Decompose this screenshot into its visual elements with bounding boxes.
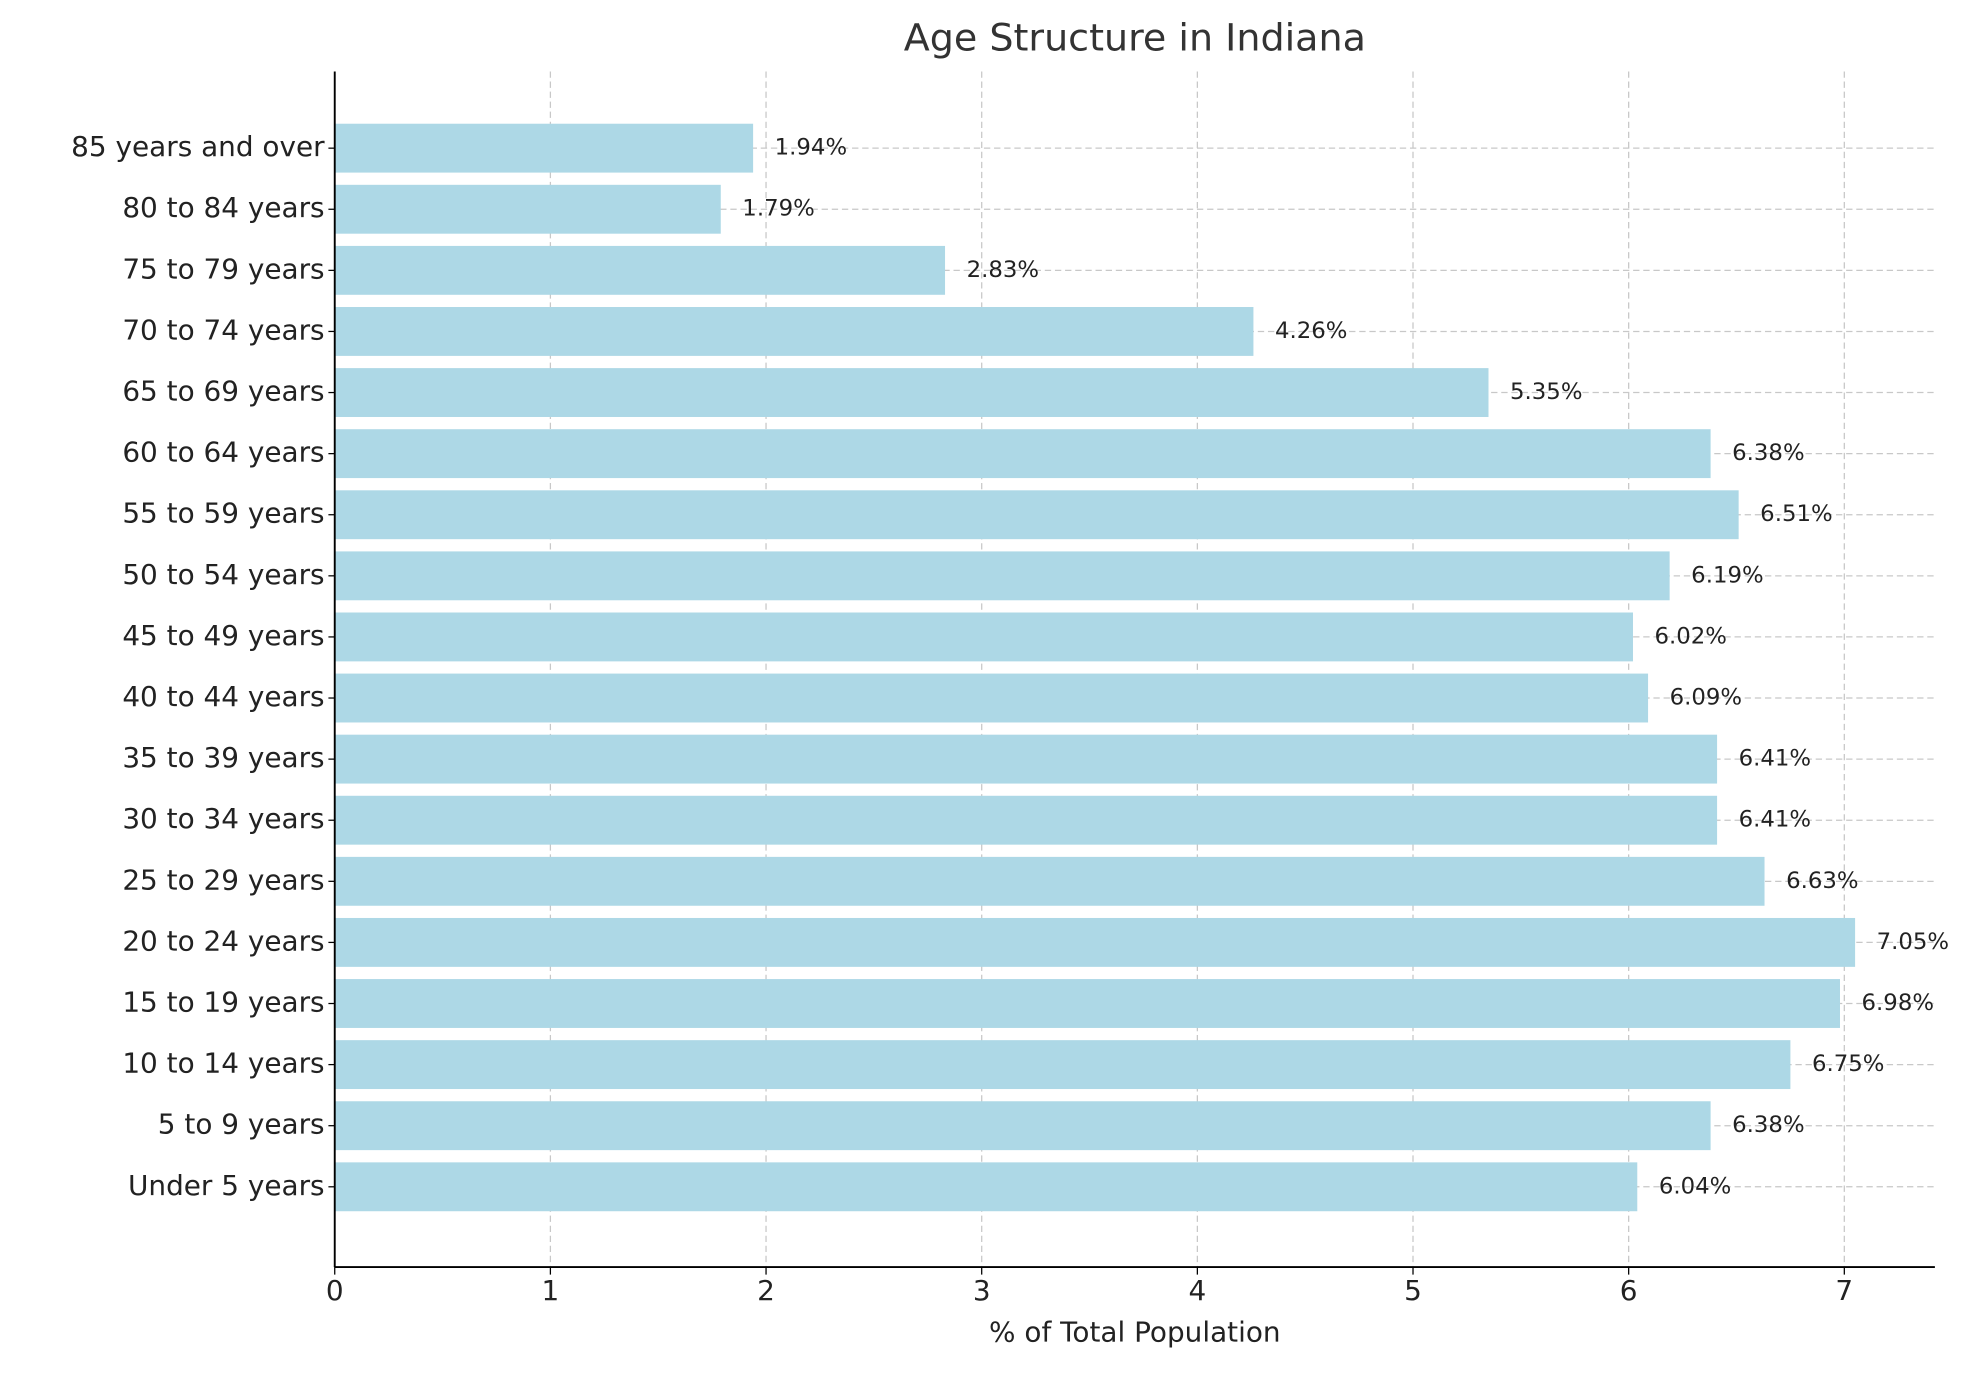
bar [334,551,1670,601]
bar [334,184,721,234]
bar [334,368,1489,417]
bar [334,123,754,173]
x-tick-label: 5 [1404,1274,1422,1307]
chart-title: Age Structure in Indiana [904,16,1366,60]
x-tick-label: 2 [757,1274,775,1307]
value-label: 2.83% [967,257,1039,283]
y-tick-label: 10 to 14 years [122,1047,324,1080]
bar [334,1162,1638,1212]
bar [334,979,1841,1028]
value-label: 6.38% [1732,440,1804,466]
value-label: 6.41% [1739,807,1811,833]
bar [334,673,1649,723]
y-tick-label: 25 to 29 years [122,863,324,896]
value-label: 7.05% [1877,929,1949,955]
bar [334,612,1633,662]
y-tick-label: 15 to 19 years [122,986,324,1019]
bar [334,795,1718,845]
y-tick-label: 45 to 49 years [122,619,324,652]
y-tick-label: 80 to 84 years [122,191,324,224]
x-axis-label: % of Total Population [989,1316,1281,1349]
y-tick-label: 70 to 74 years [122,314,324,347]
bar [334,1101,1711,1151]
y-tick-label: 60 to 64 years [122,436,324,469]
value-label: 1.94% [775,135,847,161]
value-label: 6.41% [1739,746,1811,772]
bar [334,856,1765,906]
bar [334,307,1254,356]
value-label: 4.26% [1275,318,1347,344]
bar [334,245,946,295]
x-tick-label: 0 [326,1274,344,1307]
value-label: 6.75% [1812,1051,1884,1077]
bar [334,734,1718,784]
y-tick-label: 85 years and over [71,130,325,163]
x-tick-label: 6 [1620,1274,1638,1307]
y-tick-label: 75 to 79 years [122,252,324,285]
value-label: 6.63% [1786,868,1858,894]
value-label: 6.38% [1732,1112,1804,1138]
x-tick-label: 7 [1835,1274,1853,1307]
value-label: 5.35% [1510,379,1582,405]
value-label: 6.98% [1862,990,1934,1016]
y-tick-label: 5 to 9 years [158,1108,325,1141]
x-tick-label: 1 [542,1274,560,1307]
y-tick-label: Under 5 years [128,1169,325,1202]
y-tick-label: 65 to 69 years [122,375,324,408]
bar [334,429,1711,479]
x-tick-label: 4 [1188,1274,1206,1307]
y-tick-label: 55 to 59 years [122,497,324,530]
bar [334,490,1739,540]
value-label: 6.51% [1760,501,1832,527]
value-label: 6.02% [1655,624,1727,650]
x-tick-label: 3 [973,1274,991,1307]
y-tick-label: 50 to 54 years [122,558,324,591]
y-tick-label: 20 to 24 years [122,925,324,958]
value-label: 1.79% [742,196,814,222]
y-tick-label: 30 to 34 years [122,802,324,835]
y-tick-label: 35 to 39 years [122,741,324,774]
value-label: 6.04% [1659,1173,1731,1199]
bar [334,917,1856,967]
value-label: 6.19% [1691,562,1763,588]
y-tick-label: 40 to 44 years [122,680,324,713]
value-label: 6.09% [1670,685,1742,711]
bar [334,1040,1791,1090]
